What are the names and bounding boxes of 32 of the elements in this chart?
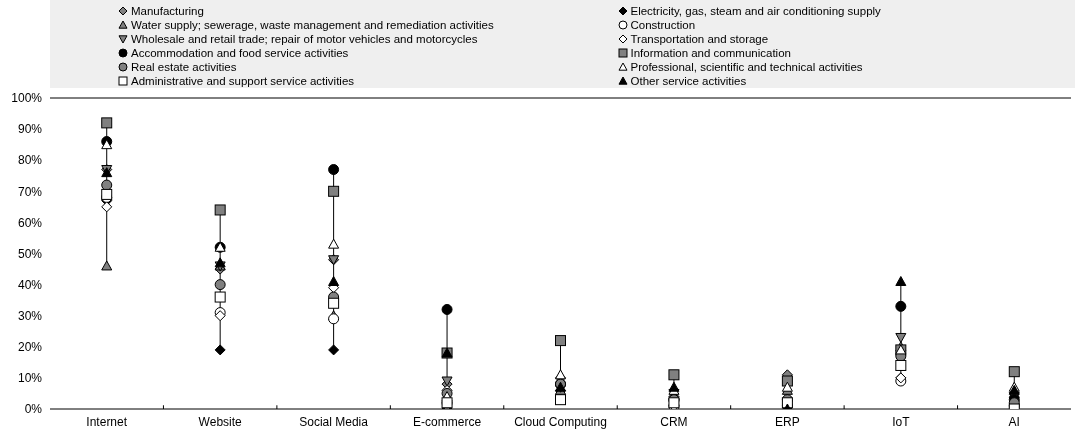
y-tick-label: 100% bbox=[11, 91, 43, 106]
x-tick-label: AI bbox=[1008, 414, 1020, 429]
y-tick-label: 90% bbox=[17, 122, 43, 137]
legend-label: Real estate activities bbox=[131, 61, 237, 73]
x-tick-label: IoT bbox=[892, 414, 911, 429]
y-tick-label: 60% bbox=[17, 215, 43, 230]
legend-label: Accommodation and food service activities bbox=[131, 47, 349, 59]
legend-label: Transportation and storage bbox=[630, 33, 769, 45]
y-tick-label: 10% bbox=[17, 371, 43, 386]
legend-label: Administrative and support service activities bbox=[131, 75, 355, 87]
x-tick-label: Internet bbox=[86, 414, 128, 429]
y-tick-label: 80% bbox=[17, 153, 43, 168]
x-tick-label: ERP bbox=[775, 414, 800, 429]
legend-label: Manufacturing bbox=[131, 5, 204, 17]
x-tick-label: Social Media bbox=[299, 414, 369, 429]
x-tick-label: E-commerce bbox=[413, 414, 482, 429]
x-tick-label: Cloud Computing bbox=[514, 414, 607, 429]
legend-label: Information and communication bbox=[630, 47, 791, 59]
x-tick-label: CRM bbox=[660, 414, 688, 429]
y-tick-label: 30% bbox=[17, 308, 43, 323]
y-tick-label: 0% bbox=[24, 402, 43, 417]
legend-label: Wholesale and retail trade; repair of motor vehicles and motorcycles bbox=[131, 33, 478, 45]
x-tick-label: Website bbox=[198, 414, 243, 429]
legend-label: Water supply; sewerage, waste management and remediation activities bbox=[131, 19, 494, 31]
y-tick-label: 20% bbox=[17, 340, 43, 355]
y-tick-label: 50% bbox=[17, 246, 43, 261]
legend-label: Professional, scientific and technical activities bbox=[630, 61, 863, 73]
y-tick-label: 70% bbox=[17, 184, 43, 199]
legend-label: Electricity, gas, steam and air conditioning supply bbox=[630, 5, 881, 17]
y-tick-label: 40% bbox=[17, 277, 43, 292]
legend-label: Other service activities bbox=[630, 75, 747, 87]
legend-label: Construction bbox=[630, 19, 696, 31]
